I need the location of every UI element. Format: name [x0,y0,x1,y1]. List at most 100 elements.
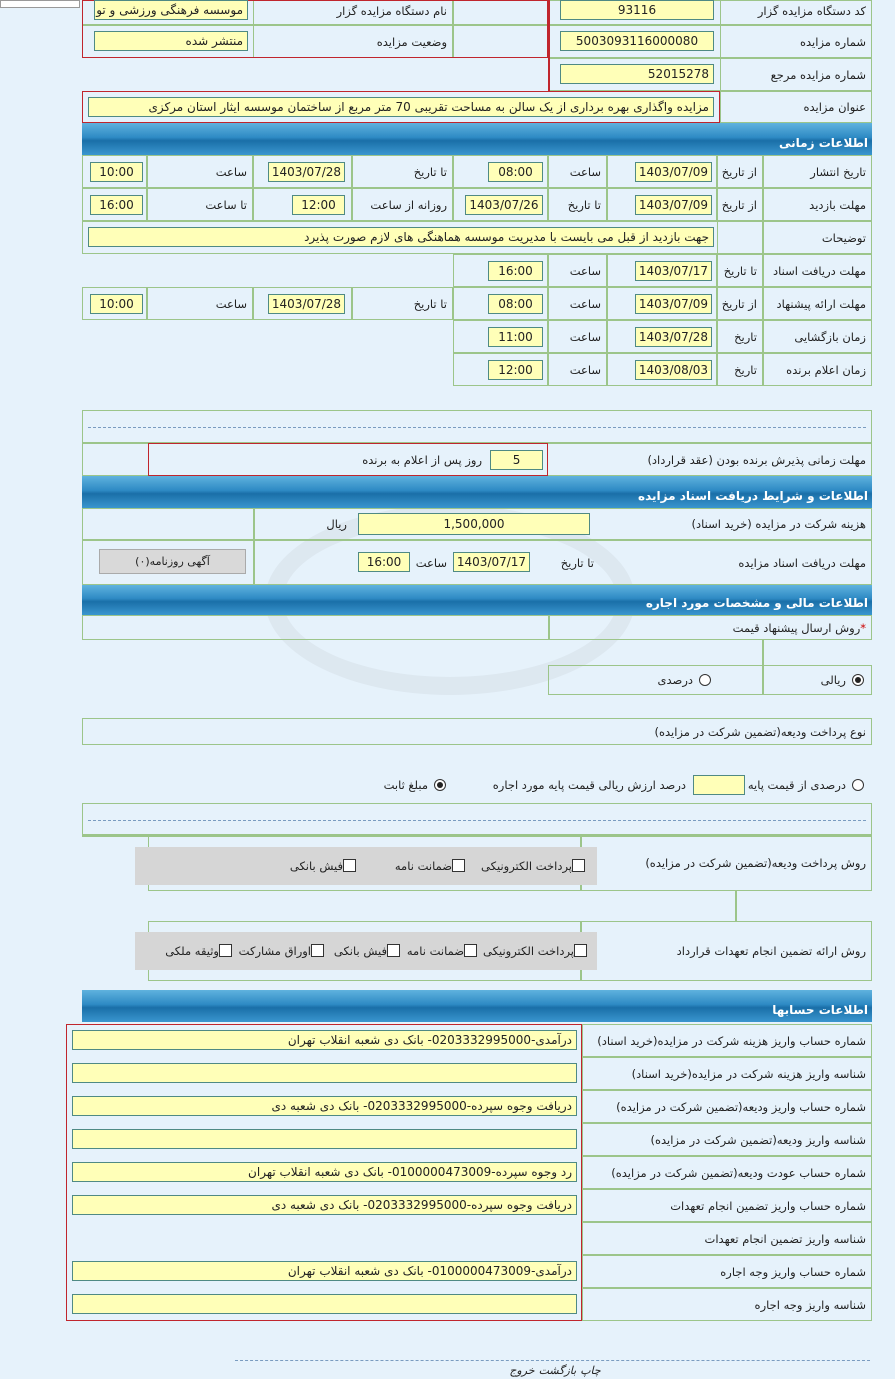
radio-price-percent[interactable] [699,674,711,686]
table-cell [763,320,872,353]
table-cell [147,287,253,320]
org-name-field[interactable]: موسسه فرهنگی ورزشی و تو [94,0,248,20]
exit-link[interactable]: خروج [509,1363,535,1377]
doc-deadline-time[interactable]: 16:00 [358,552,410,572]
account-field[interactable]: رد وجوه سپرده-0100000473009- بانک دی شعب… [72,1162,577,1182]
table-cell [352,287,453,320]
checkbox-label: وثیقه ملکی [165,944,219,958]
field-label: تا تاریخ [413,164,447,179]
account-field[interactable] [72,1063,577,1083]
opening-time[interactable]: 11:00 [488,327,543,347]
table-cell [607,320,717,353]
deposit-type-label: نوع پرداخت ودیعه(تضمین شرکت در مزایده) [654,724,866,739]
table-cell [253,287,352,320]
table-cell [453,287,548,320]
table-cell [762,665,764,695]
reference-number-field[interactable]: 52015278 [560,64,714,84]
visit-daily-from-time[interactable]: 12:00 [292,195,345,215]
visit-to-date[interactable]: 1403/07/26 [465,195,543,215]
radio-deposit-percent[interactable] [852,779,864,791]
account-field[interactable]: دریافت وجوه سپرده-0203332995000- بانک دی… [72,1096,577,1116]
account-field[interactable]: درآمدی-0100000473009- بانک دی شعبه انقلا… [72,1261,577,1281]
document-fee-field[interactable]: 1,500,000 [358,513,590,535]
checkbox-label: فیش بانکی [333,944,387,958]
auction-number-field[interactable]: 5003093116000080 [560,31,714,51]
field-label: روزانه از ساعت [370,197,447,212]
section-header-documents: اطلاعات و شرایط دریافت اسناد مزایده [82,476,872,508]
publish-to-time[interactable]: 10:00 [90,162,143,182]
account-field[interactable]: دریافت وجوه سپرده-0203332995000- بانک دی… [72,1195,577,1215]
table-cell [82,410,872,443]
field-label: تا تاریخ [723,263,757,278]
footer-links: چاپ بازگشت خروج [480,1361,630,1379]
table-cell [253,188,352,221]
org-code-field[interactable]: 93116 [560,0,714,20]
field-label: هزینه شرکت در مزایده (خرید اسناد) [691,517,867,531]
checkbox-guarantee-method[interactable] [464,944,477,957]
offer-from-date[interactable]: 1403/07/09 [635,294,712,314]
table-cell [453,320,548,353]
table-cell [253,155,352,188]
visit-notes-field[interactable]: جهت بازدید از قبل می بایست با مدیریت موس… [88,227,714,247]
visit-from-date[interactable]: 1403/07/09 [635,195,712,215]
back-link[interactable]: بازگشت [538,1363,577,1377]
publish-to-date[interactable]: 1403/07/28 [268,162,345,182]
accounts-group-border [66,1024,582,1321]
table-cell [82,835,872,837]
account-field[interactable] [72,1129,577,1149]
doc-deadline-date[interactable]: 1403/07/17 [453,552,530,572]
table-cell [82,155,147,188]
table-cell [735,891,737,921]
table-cell [582,1288,872,1321]
offer-to-time[interactable]: 10:00 [90,294,143,314]
table-cell [352,155,453,188]
offer-from-time[interactable]: 08:00 [488,294,543,314]
checkbox-deposit-method[interactable] [572,859,585,872]
field-label: تاریخ [734,362,757,377]
deposit-percent-field[interactable] [693,775,745,795]
print-link[interactable]: چاپ [580,1363,601,1377]
radio-price-rial[interactable] [852,674,864,686]
table-cell [717,221,763,254]
table-cell [720,0,872,25]
checkbox-guarantee-method[interactable] [574,944,587,957]
table-cell [253,508,255,540]
checkbox-guarantee-method[interactable] [311,944,324,957]
checkbox-guarantee-method[interactable] [387,944,400,957]
table-cell [607,353,717,386]
contract-days-field[interactable]: 5 [490,450,543,470]
docs-deadline-time[interactable]: 16:00 [488,261,543,281]
status-field[interactable]: منتشر شده [94,31,248,51]
winner-announce-time[interactable]: 12:00 [488,360,543,380]
table-cell [82,540,872,585]
table-cell [717,353,763,386]
table-cell [582,1255,872,1288]
table-cell [147,155,253,188]
contract-group-border [148,443,548,476]
field-label: از تاریخ [721,164,757,179]
account-field[interactable]: درآمدی-0203332995000- بانک دی شعبه انقلا… [72,1030,577,1050]
checkbox-label: پرداخت الکترونیکی [483,944,574,958]
checkbox-guarantee-method[interactable] [219,944,232,957]
auction-title-field[interactable]: مزایده واگذاری بهره برداری از یک سالن به… [88,97,714,117]
table-cell [548,665,872,695]
checkbox-deposit-method[interactable] [452,859,465,872]
deposit-methods-box [135,847,597,885]
field-label: زمان اعلام برنده [786,362,866,377]
table-cell [582,1123,872,1156]
checkbox-deposit-method[interactable] [343,859,356,872]
newspaper-ads-button[interactable]: آگهی روزنامه(۰) [99,549,246,574]
account-field[interactable] [72,1294,577,1314]
docs-deadline-date[interactable]: 1403/07/17 [635,261,712,281]
table-cell [763,155,872,188]
winner-announce-date[interactable]: 1403/08/03 [635,360,712,380]
title-group-border [82,91,720,123]
publish-from-time[interactable]: 08:00 [488,162,543,182]
table-cell [82,718,872,745]
table-cell [720,25,872,58]
opening-date[interactable]: 1403/07/28 [635,327,712,347]
offer-to-date[interactable]: 1403/07/28 [268,294,345,314]
visit-to-time[interactable]: 16:00 [90,195,143,215]
radio-deposit-fixed[interactable] [434,779,446,791]
publish-from-date[interactable]: 1403/07/09 [635,162,712,182]
